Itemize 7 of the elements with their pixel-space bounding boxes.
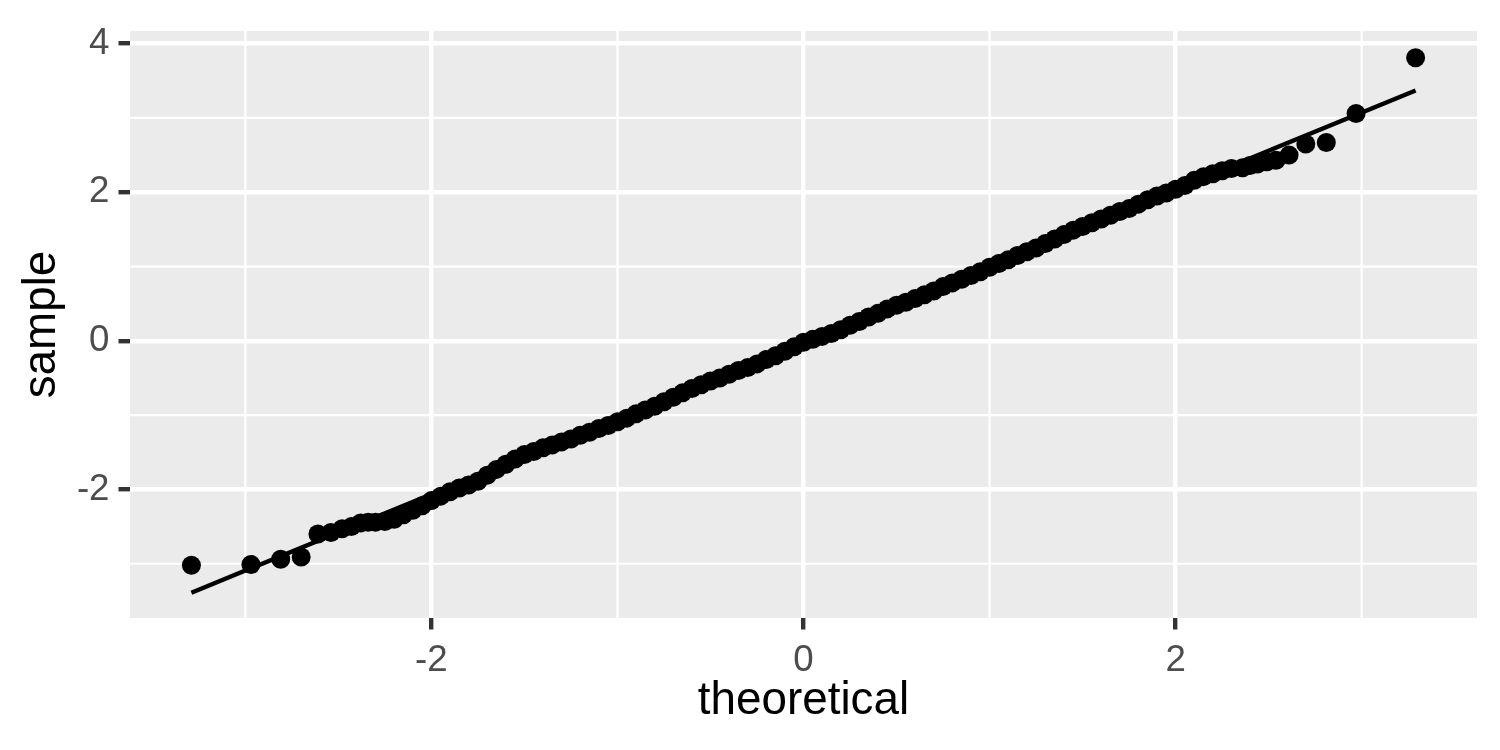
y-tick-label: 4 bbox=[89, 20, 110, 62]
y-axis-title: sample bbox=[13, 250, 65, 399]
y-tick-label: 2 bbox=[89, 169, 110, 211]
x-tick-label: -2 bbox=[415, 637, 448, 679]
y-tick-label: -2 bbox=[76, 466, 110, 508]
x-tick-label: 2 bbox=[1165, 637, 1186, 679]
y-tick-label: 0 bbox=[89, 317, 110, 359]
